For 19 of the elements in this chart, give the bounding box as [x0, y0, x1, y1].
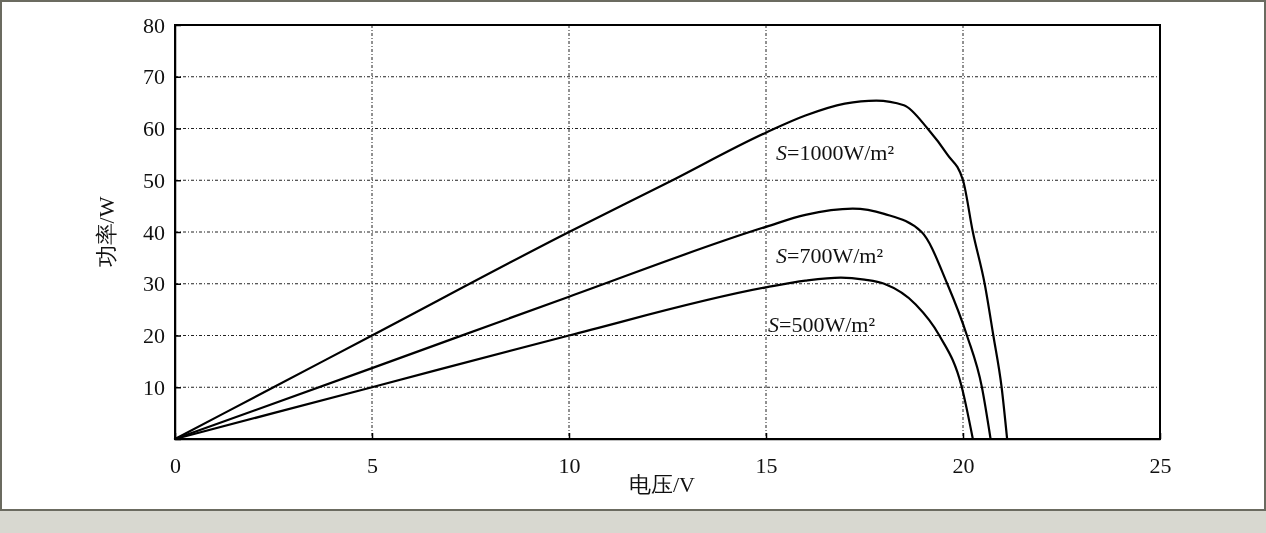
y-tick-label: 30	[143, 271, 165, 297]
x-tick-label: 15	[755, 452, 778, 478]
x-tick-label: 10	[558, 452, 581, 478]
y-tick-label: 80	[143, 12, 165, 38]
y-tick-label: 70	[143, 64, 165, 90]
annotation: S=1000W/m²	[776, 140, 895, 165]
y-tick-label: 50	[143, 167, 165, 193]
x-tick-label: 5	[367, 452, 378, 478]
annotation: S=500W/m²	[768, 312, 876, 337]
x-tick-label: 25	[1149, 452, 1172, 478]
y-tick-label: 40	[143, 219, 165, 245]
x-tick-label: 20	[952, 452, 975, 478]
y-axis-title: 功率/W	[94, 196, 119, 268]
x-axis-title: 电压/V	[629, 472, 696, 497]
y-tick-label: 10	[143, 374, 165, 400]
x-tick-label: 0	[170, 452, 181, 478]
annotation: S=700W/m²	[776, 243, 884, 268]
y-tick-label: 60	[143, 116, 165, 142]
y-tick-label: 20	[143, 323, 165, 349]
